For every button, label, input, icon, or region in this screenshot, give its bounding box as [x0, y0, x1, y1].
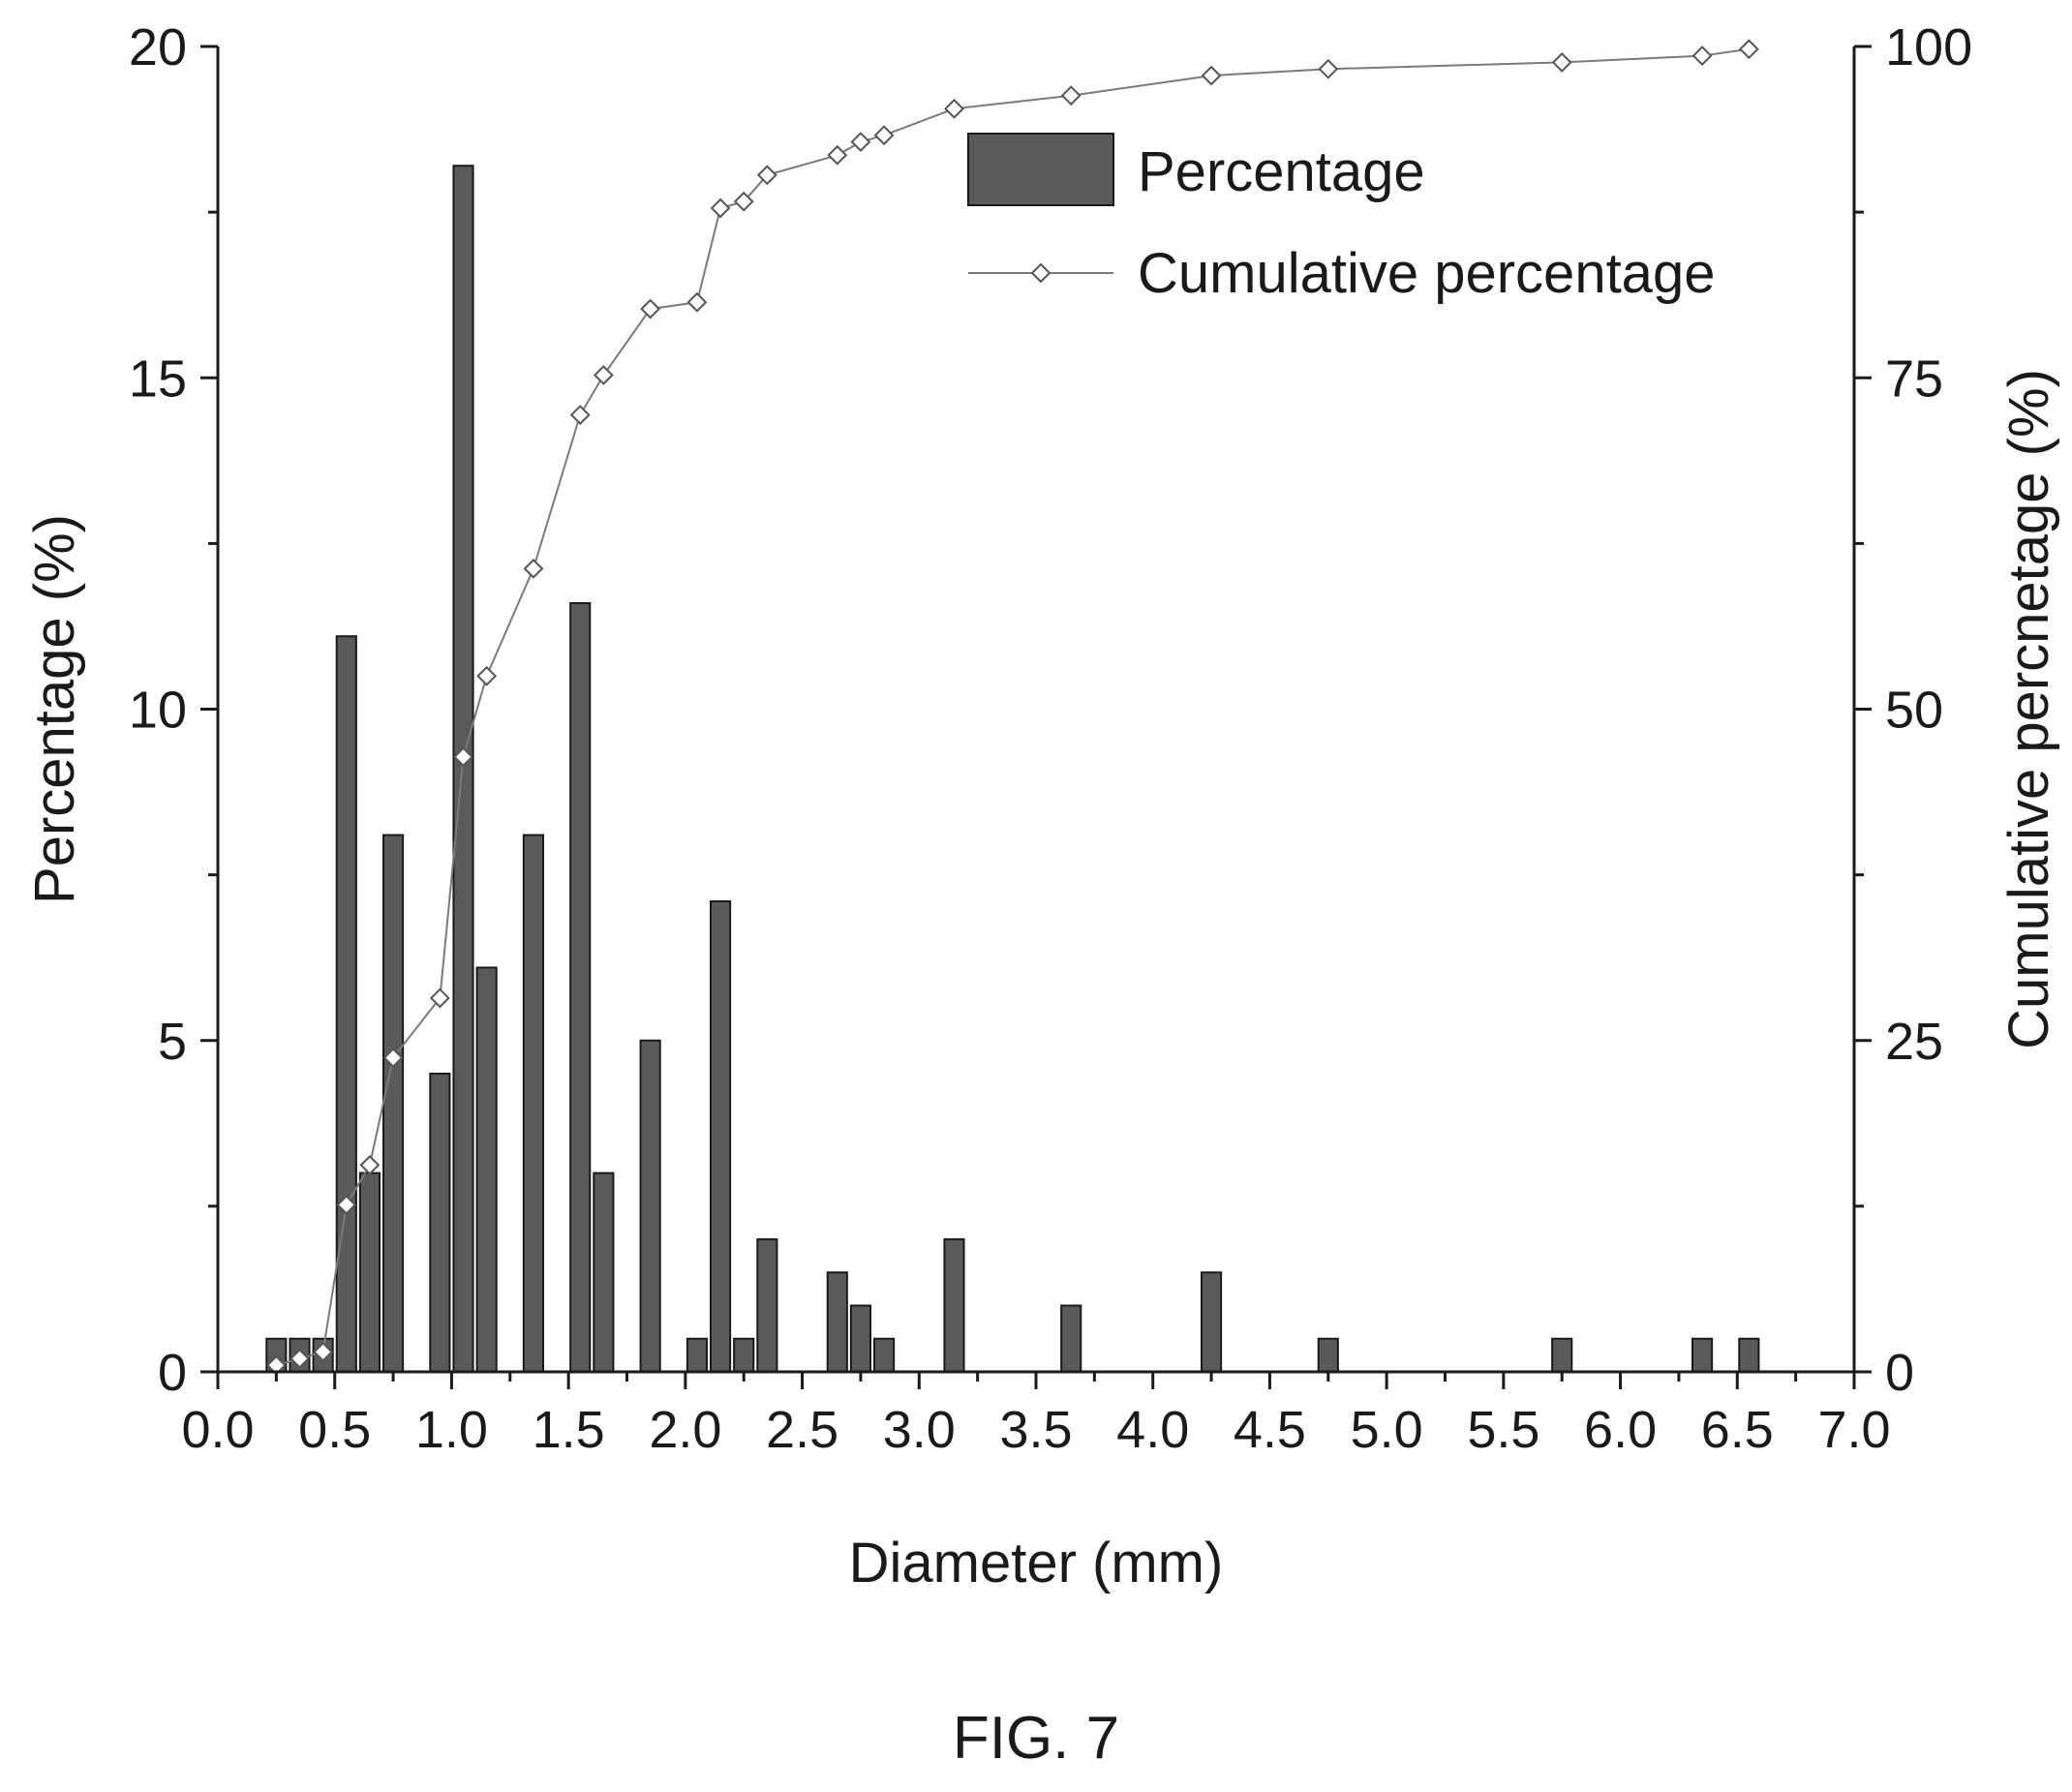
y2-tick-label: 25	[1885, 1013, 1943, 1071]
cumulative-point	[1738, 39, 1759, 60]
bar	[335, 635, 357, 1373]
legend-line-marker	[1030, 262, 1051, 284]
cumulative-point	[850, 132, 871, 152]
bar	[1551, 1337, 1573, 1374]
bar	[475, 966, 498, 1374]
x-axis-title: Diameter (mm)	[849, 1532, 1224, 1595]
y-tick-label: 10	[129, 682, 187, 740]
legend: Percentage Cumulative percentage	[967, 133, 1715, 305]
bar	[358, 1171, 381, 1374]
bar	[733, 1337, 755, 1374]
bar	[1317, 1337, 1339, 1374]
y-tick-label: 0	[158, 1344, 187, 1402]
x-tick-label: 3.5	[999, 1401, 1072, 1459]
cumulative-point	[686, 291, 708, 313]
x-tick-label: 5.0	[1351, 1401, 1423, 1459]
cumulative-point	[429, 987, 450, 1009]
y2-tick-label: 50	[1885, 682, 1943, 740]
legend-line-label: Cumulative percentage	[1138, 242, 1715, 305]
bars-layer	[265, 165, 1760, 1374]
cumulative-point	[873, 125, 895, 146]
cumulative-point	[1551, 52, 1572, 73]
cumulative-point	[733, 191, 754, 212]
y-tick-label: 20	[129, 18, 187, 76]
x-tick-label: 4.0	[1116, 1401, 1189, 1459]
cumulative-point	[640, 298, 661, 319]
bar	[569, 601, 592, 1373]
cumulative-point	[453, 746, 473, 768]
x-tick-label: 2.5	[766, 1401, 838, 1459]
bar	[826, 1271, 848, 1373]
cumulative-point	[756, 165, 777, 186]
cumulative-point	[710, 197, 731, 219]
figure-caption: FIG. 7	[952, 1705, 1120, 1772]
legend-bar-label: Percentage	[1138, 140, 1425, 203]
cumulative-point	[944, 98, 964, 119]
cumulative-point	[827, 144, 848, 166]
axes	[200, 45, 1872, 1389]
bar	[429, 1072, 451, 1373]
x-tick-label: 0.5	[298, 1401, 371, 1459]
cumulative-point	[359, 1155, 381, 1175]
cumulative-point	[1201, 65, 1222, 86]
bar	[1691, 1337, 1714, 1374]
bar	[873, 1337, 896, 1374]
bar	[1201, 1271, 1223, 1373]
x-tick-label: 2.0	[649, 1401, 721, 1459]
y2-tick-label: 0	[1885, 1344, 1914, 1402]
y2-axis-title: Cumulative percnetage (%)	[1997, 369, 2060, 1049]
cumulative-point	[593, 365, 614, 385]
cumulative-line-layer	[265, 39, 1759, 1376]
cumulative-point	[1318, 58, 1339, 79]
bar	[639, 1039, 661, 1373]
bar	[756, 1238, 778, 1373]
legend-bar-swatch	[967, 133, 1114, 206]
bar	[522, 834, 544, 1373]
y-tick-label: 5	[158, 1013, 187, 1071]
cumulative-point	[382, 1048, 404, 1068]
bar	[1738, 1337, 1760, 1374]
bar	[593, 1171, 615, 1374]
cumulative-point	[476, 665, 498, 686]
bar	[943, 1238, 965, 1373]
cumulative-point	[523, 558, 544, 579]
cumulative-point	[569, 405, 591, 425]
x-tick-label: 1.0	[415, 1401, 488, 1459]
tick-labels: 0.0 0.5 1.0 1.5 2.0 2.5 3.0 3.5 4.0 4.5 5.0 5.5 6.0 6…	[129, 18, 1972, 1459]
y2-tick-label: 75	[1885, 349, 1943, 408]
x-tick-label: 7.0	[1817, 1401, 1890, 1459]
bar	[686, 1337, 708, 1374]
y-tick-label: 15	[129, 349, 187, 408]
x-tick-label: 6.0	[1584, 1401, 1657, 1459]
bar	[452, 165, 474, 1374]
cumulative-point	[1691, 46, 1713, 66]
x-tick-label: 0.0	[181, 1401, 254, 1459]
x-tick-label: 6.5	[1701, 1401, 1774, 1459]
bar	[710, 900, 732, 1373]
x-tick-label: 1.5	[533, 1401, 605, 1459]
cumulative-point	[313, 1342, 334, 1362]
y-axis-title: Percentage (%)	[23, 514, 86, 904]
bar	[1060, 1304, 1082, 1374]
bar	[849, 1304, 871, 1374]
bar	[382, 834, 405, 1373]
x-tick-label: 4.5	[1234, 1401, 1306, 1459]
cumulative-point	[289, 1348, 310, 1369]
x-tick-label: 5.5	[1467, 1401, 1539, 1459]
cumulative-point	[1060, 85, 1082, 106]
cumulative-point	[336, 1195, 357, 1215]
y2-tick-label: 100	[1885, 18, 1972, 76]
x-tick-label: 3.0	[883, 1401, 956, 1459]
